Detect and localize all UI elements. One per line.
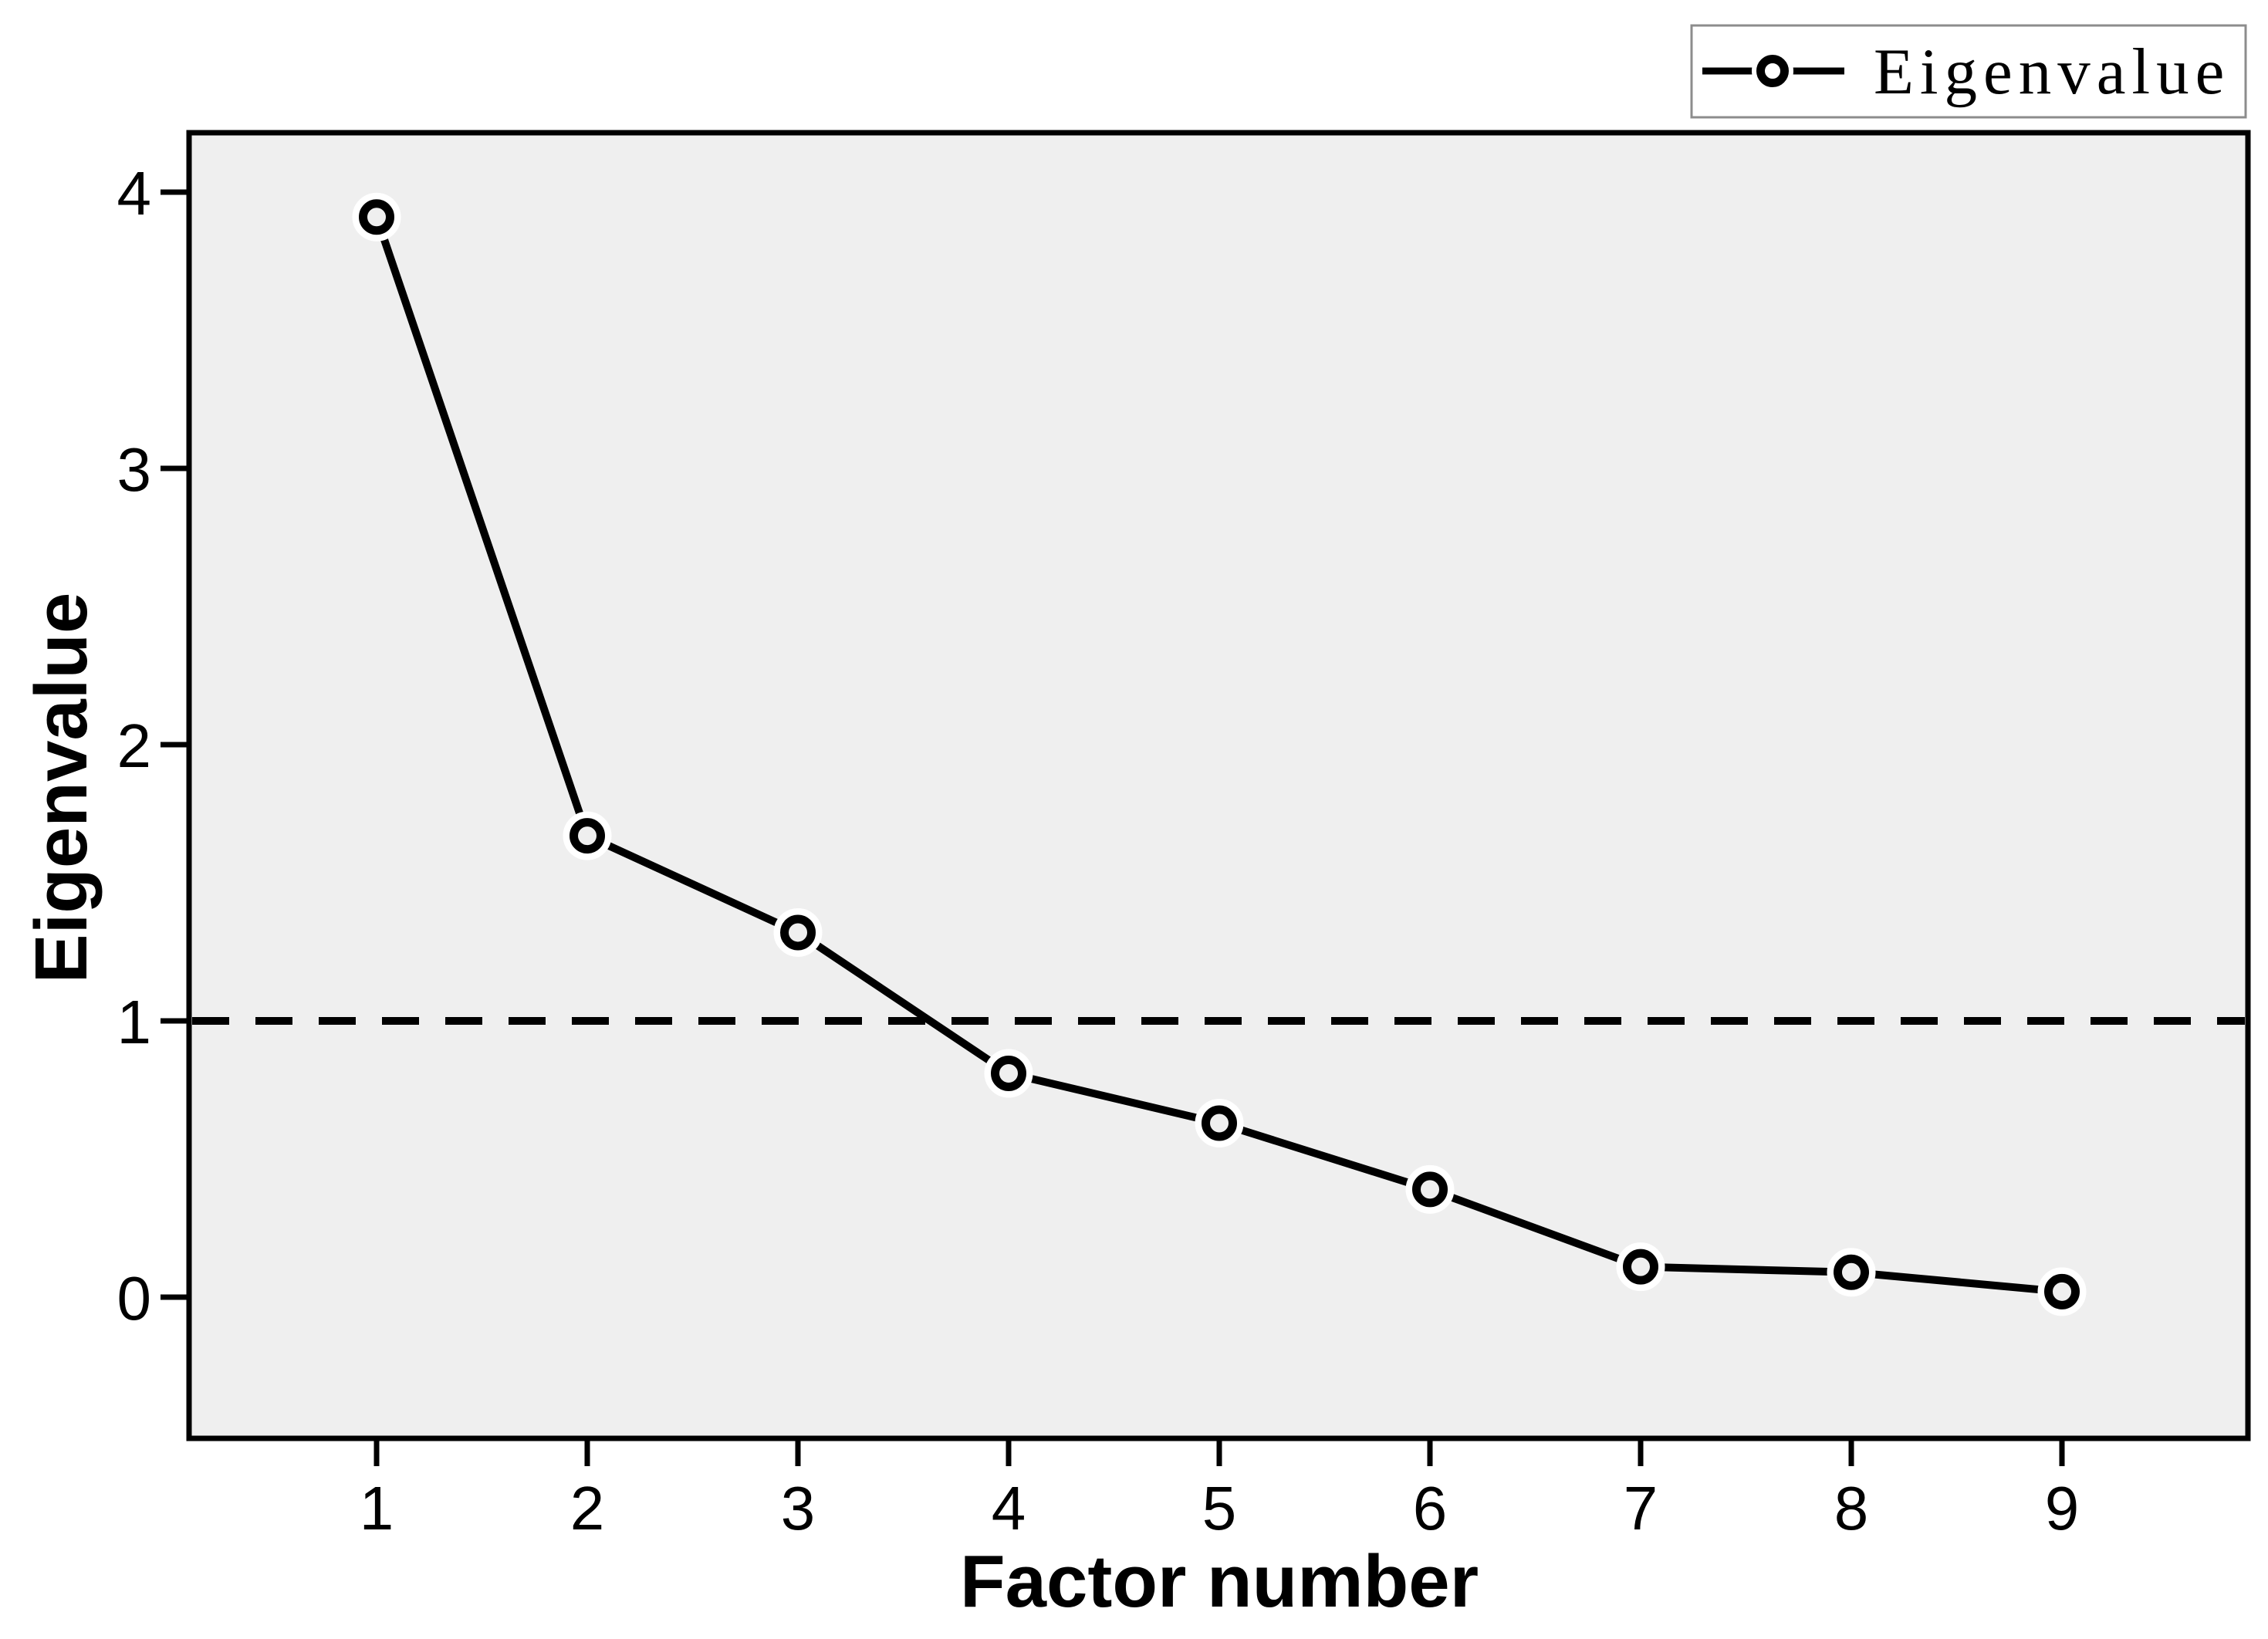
y-axis-title: Eigenvalue bbox=[20, 593, 103, 984]
data-point-halo bbox=[773, 907, 823, 957]
data-point-marker bbox=[1202, 1105, 1237, 1141]
y-tick-label: 2 bbox=[117, 711, 152, 780]
data-point-marker bbox=[1623, 1249, 1658, 1285]
x-tick-label: 9 bbox=[2045, 1474, 2080, 1543]
x-tick-label: 8 bbox=[1834, 1474, 1869, 1543]
plot-area bbox=[186, 130, 2251, 1441]
legend-label: Eigenvalue bbox=[1874, 35, 2230, 108]
data-point-marker bbox=[991, 1056, 1026, 1092]
x-tick-label: 1 bbox=[360, 1474, 394, 1543]
x-tick-label: 5 bbox=[1202, 1474, 1237, 1543]
data-point-marker bbox=[359, 199, 394, 235]
legend: Eigenvalue bbox=[1690, 24, 2247, 119]
data-point-markers bbox=[352, 192, 2087, 1316]
data-point-halo bbox=[1195, 1098, 1244, 1147]
x-tick-label: 4 bbox=[992, 1474, 1026, 1543]
x-axis-ticks: 1 2 3 4 5 6 7 8 9 bbox=[360, 1438, 2080, 1543]
data-point-marker bbox=[570, 818, 605, 854]
x-tick-label: 7 bbox=[1624, 1474, 1658, 1543]
data-point-halo bbox=[1616, 1242, 1665, 1292]
y-tick-label: 0 bbox=[117, 1264, 152, 1333]
legend-marker-halo bbox=[1752, 50, 1793, 92]
data-point-halo bbox=[1405, 1164, 1455, 1214]
x-axis-title: Factor number bbox=[960, 1540, 1479, 1623]
x-tick-label: 6 bbox=[1413, 1474, 1448, 1543]
y-axis-ticks: 0 1 2 3 4 bbox=[117, 159, 189, 1333]
data-point-marker bbox=[2044, 1273, 2080, 1310]
legend-marker-circle bbox=[1756, 55, 1789, 87]
y-tick-label: 3 bbox=[117, 435, 152, 504]
x-tick-label: 3 bbox=[781, 1474, 816, 1543]
data-point-halo bbox=[352, 192, 401, 242]
data-point-halo bbox=[2037, 1267, 2087, 1316]
y-tick-label: 4 bbox=[117, 159, 152, 228]
data-point-marker bbox=[1834, 1254, 1869, 1290]
data-point-halo bbox=[1827, 1248, 1876, 1297]
data-point-halo bbox=[984, 1049, 1033, 1098]
y-tick-label: 1 bbox=[117, 988, 152, 1056]
x-tick-label: 2 bbox=[570, 1474, 605, 1543]
data-point-marker bbox=[1412, 1171, 1448, 1208]
data-point-halo bbox=[563, 811, 612, 860]
data-point-marker bbox=[780, 914, 816, 951]
